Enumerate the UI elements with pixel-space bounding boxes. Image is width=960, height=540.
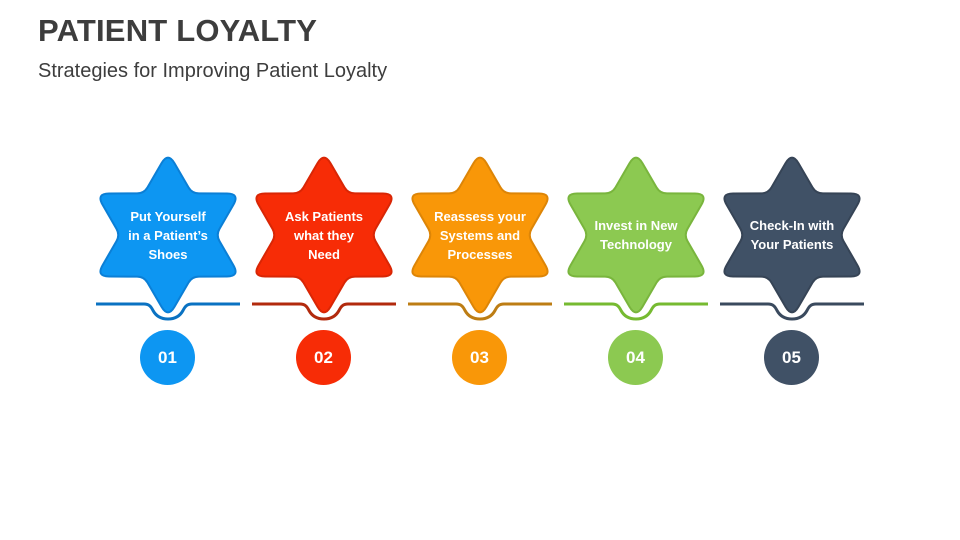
star-shape-1 [99,156,237,314]
strategy-group-2: Ask Patients what they Need 02 [246,150,402,395]
underline-notch-1 [96,302,240,321]
strategy-label-1: Put Yourself in a Patient’s Shoes [128,208,208,262]
underline-notch-4 [564,302,708,321]
star-outline-icon [255,156,393,314]
star-outline-icon [723,156,861,314]
strategy-group-3: Reassess your Systems and Processes 03 [402,150,558,395]
star-outline-icon [99,156,237,314]
underline-notch-5 [720,302,864,321]
underline-notch-2 [252,302,396,321]
step-number-badge-1: 01 [140,330,195,385]
star-outline-icon [411,156,549,314]
strategy-group-1: Put Yourself in a Patient’s Shoes 01 [90,150,246,395]
step-number-badge-2: 02 [296,330,351,385]
strategy-label-2: Ask Patients what they Need [284,208,364,262]
star-shape-4 [567,156,705,314]
slide-subtitle: Strategies for Improving Patient Loyalty [38,60,388,82]
underline-notch-3 [408,302,552,321]
star-shape-5 [723,156,861,314]
step-number-badge-3: 03 [452,330,507,385]
strategy-group-5: Check-In with Your Patients 05 [714,150,870,395]
strategy-label-4: Invest in New Technology [594,218,678,252]
star-shape-3 [411,156,549,314]
step-number-badge-4: 04 [608,330,663,385]
strategy-label-5: Check-In with Your Patients [749,218,835,252]
step-number-badge-5: 05 [764,330,819,385]
slide-title: PATIENT LOYALTY [38,13,318,48]
strategy-label-3: Reassess your Systems and Processes [434,208,526,262]
star-outline-icon [567,156,705,314]
strategy-group-4: Invest in New Technology 04 [558,150,714,395]
star-shape-2 [255,156,393,314]
